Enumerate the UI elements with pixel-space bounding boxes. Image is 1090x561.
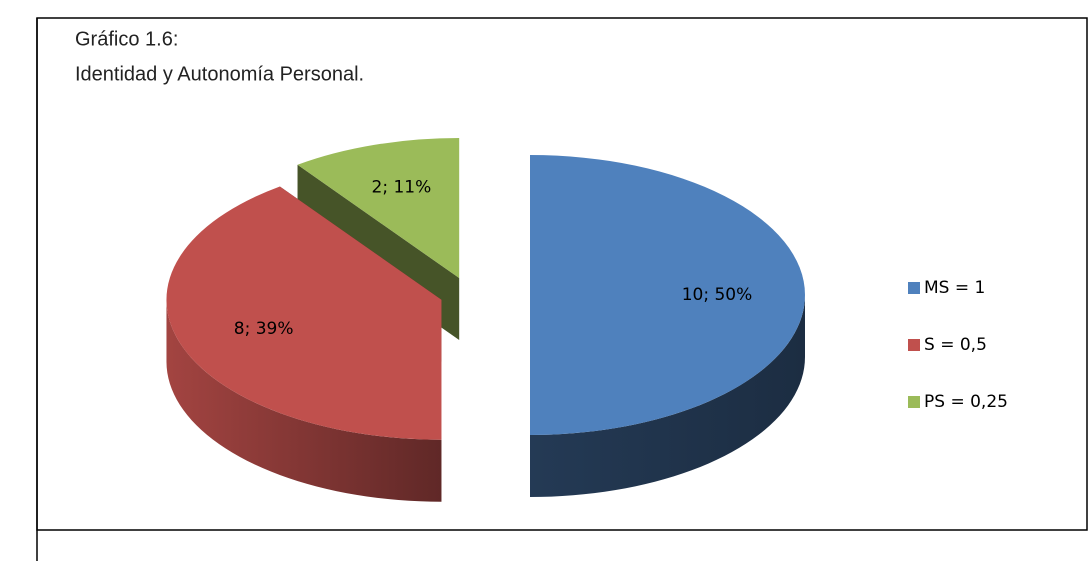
slice-top <box>166 186 442 440</box>
slice-side <box>166 299 442 502</box>
data-label: 10; 50% <box>682 285 753 305</box>
pie-slice <box>166 186 442 502</box>
data-label: 8; 39% <box>234 319 294 339</box>
chart-title: Gráfico 1.6: <box>75 28 178 50</box>
slice-top <box>530 155 805 435</box>
legend-swatch <box>908 282 920 294</box>
data-label: 2; 11% <box>372 178 432 198</box>
slice-side <box>530 295 805 497</box>
slice-top <box>297 138 460 279</box>
legend-label: S = 0,5 <box>924 335 987 355</box>
legend-label: MS = 1 <box>924 278 985 298</box>
chart-subtitle: Identidad y Autonomía Personal. <box>75 63 364 85</box>
legend-label: PS = 0,25 <box>924 392 1008 412</box>
legend-swatch <box>908 339 920 351</box>
legend-swatch <box>908 396 920 408</box>
pie-slice <box>530 155 805 497</box>
